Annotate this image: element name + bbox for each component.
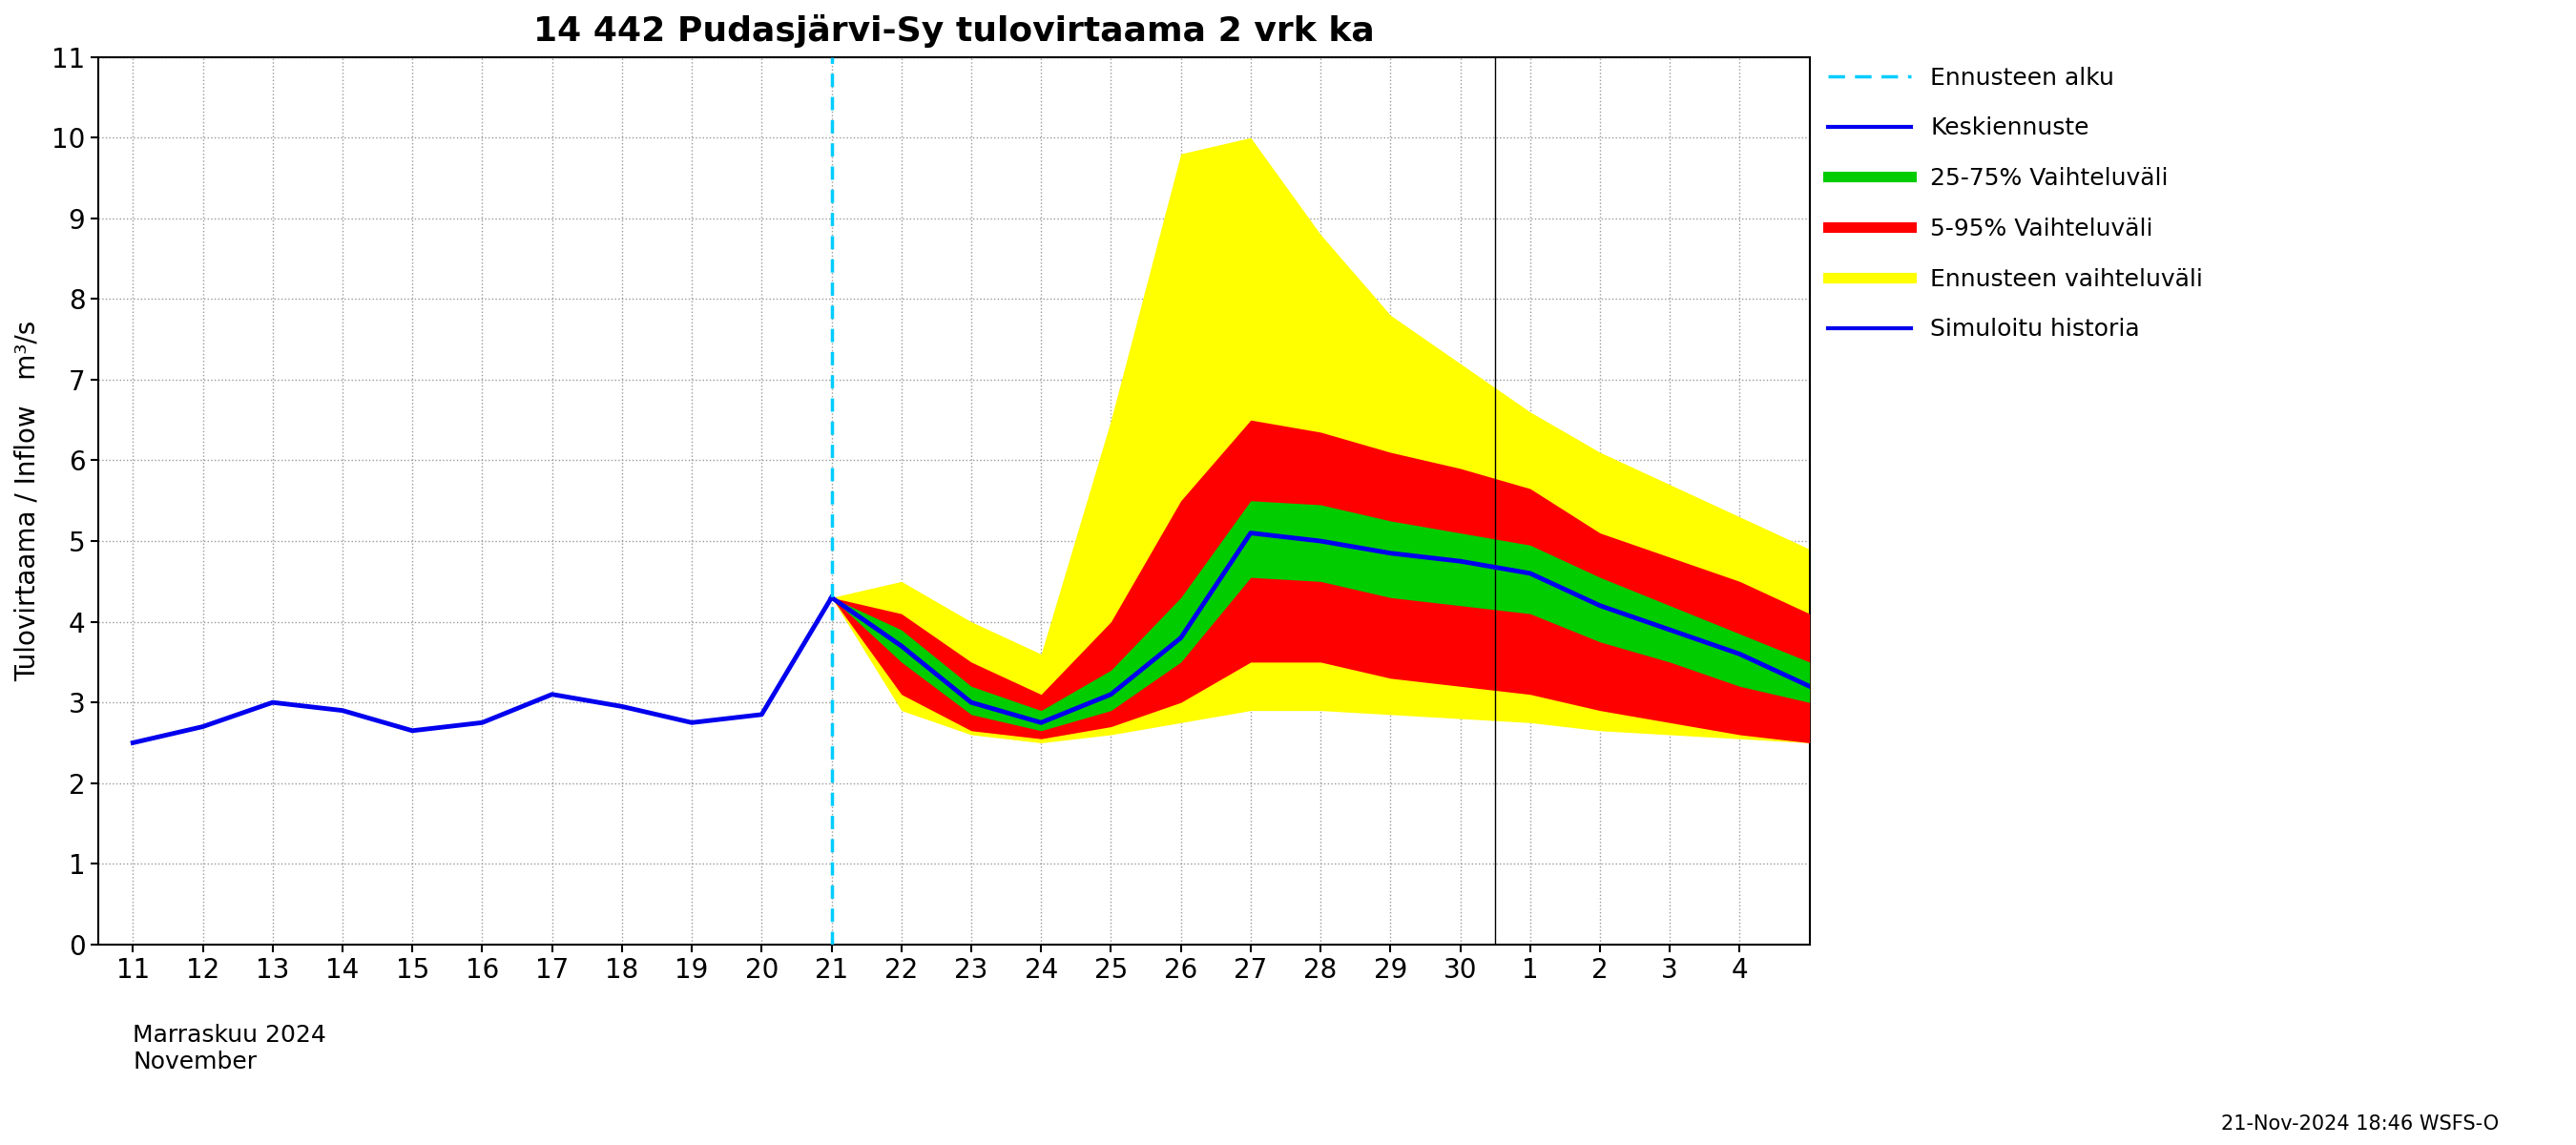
Text: Marraskuu 2024
November: Marraskuu 2024 November [134, 1024, 327, 1074]
Y-axis label: Tulovirtaama / Inflow   m³/s: Tulovirtaama / Inflow m³/s [15, 321, 41, 681]
Text: 21-Nov-2024 18:46 WSFS-O: 21-Nov-2024 18:46 WSFS-O [2221, 1114, 2499, 1134]
Legend: Ennusteen alku, Keskiennuste, 25-75% Vaihteluväli, 5-95% Vaihteluväli, Ennusteen: Ennusteen alku, Keskiennuste, 25-75% Vai… [1819, 57, 2213, 350]
Title: 14 442 Pudasjärvi-Sy tulovirtaama 2 vrk ka: 14 442 Pudasjärvi-Sy tulovirtaama 2 vrk … [533, 14, 1376, 48]
